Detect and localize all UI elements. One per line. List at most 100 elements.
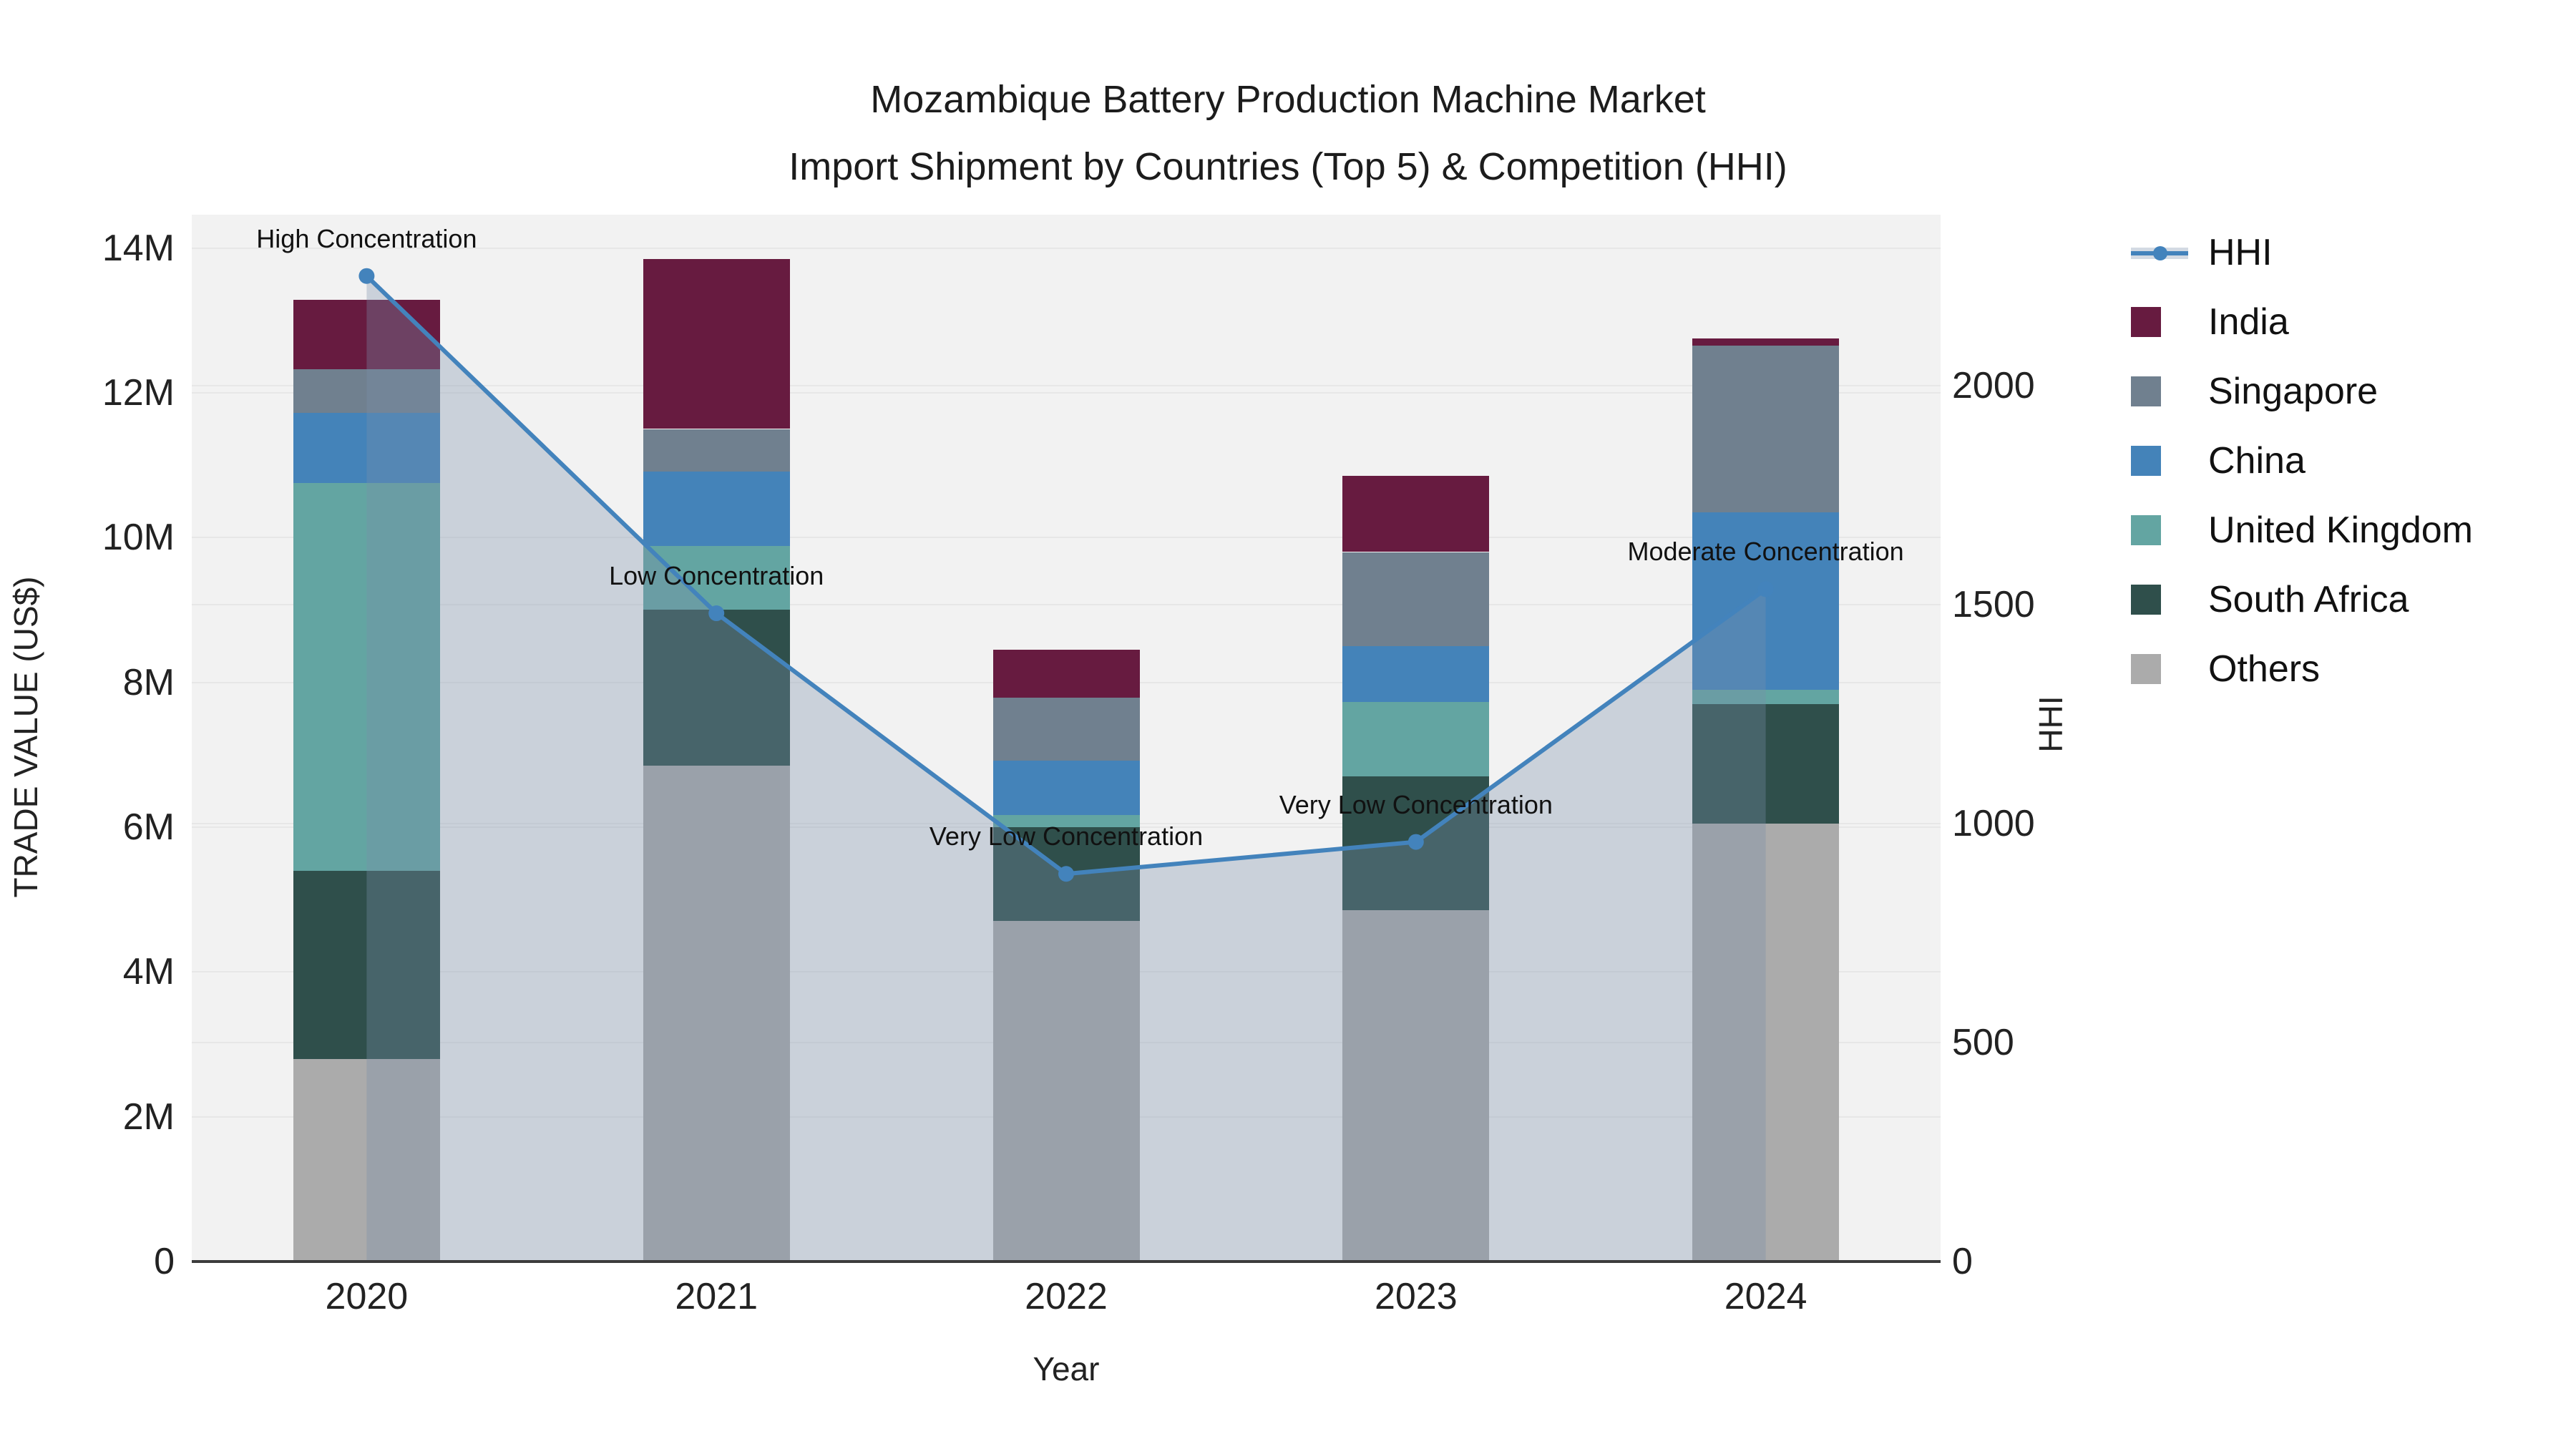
hhi-marker-2024 bbox=[1757, 581, 1774, 597]
x-tick-2022: 2022 bbox=[1025, 1276, 1108, 1317]
y-tick-right-1000: 1000 bbox=[1952, 802, 2035, 844]
x-tick-2020: 2020 bbox=[325, 1276, 409, 1317]
hhi-overlay bbox=[358, 268, 1774, 1262]
annotation-2023: Very Low Concentration bbox=[1279, 789, 1553, 819]
hhi-marker-2023 bbox=[1407, 834, 1424, 850]
y-tick-right-0: 0 bbox=[1952, 1241, 1973, 1282]
bar-segment-2021-china bbox=[643, 472, 790, 547]
annotation-2021: Low Concentration bbox=[609, 561, 824, 591]
bar-segment-2023-united-kingdom bbox=[1342, 701, 1490, 777]
bar-segment-2024-others bbox=[1692, 823, 1840, 1262]
y-tick-right-1500: 1500 bbox=[1952, 583, 2035, 625]
hhi-marker-2021 bbox=[708, 605, 725, 622]
bar-segment-2021-south-africa bbox=[643, 610, 790, 766]
y-tick-right-500: 500 bbox=[1952, 1021, 2014, 1063]
x-axis-line bbox=[192, 1260, 1941, 1263]
legend-glyph-south-africa bbox=[2131, 584, 2188, 615]
bar-segment-2024-india bbox=[1692, 338, 1840, 346]
chart-title-line1: Mozambique Battery Production Machine Ma… bbox=[870, 78, 1706, 121]
y-tick-left-12M: 12M bbox=[102, 371, 175, 414]
gridline-trade-14 bbox=[192, 247, 1941, 249]
y-tick-left-14M: 14M bbox=[102, 227, 175, 269]
bar-segment-2024-south-africa bbox=[1692, 703, 1840, 824]
bar-segment-2022-singapore bbox=[992, 697, 1140, 761]
bar-segment-2021-others bbox=[643, 765, 790, 1262]
bar-segment-2023-singapore bbox=[1342, 552, 1490, 647]
bar-segment-2022-others bbox=[992, 921, 1140, 1262]
bar-segment-2020-others bbox=[293, 1058, 440, 1262]
legend-glyph-others bbox=[2131, 653, 2188, 684]
y-tick-left-8M: 8M bbox=[122, 661, 175, 703]
hhi-marker-2020 bbox=[358, 268, 375, 284]
bar-segment-2021-singapore bbox=[643, 429, 790, 472]
legend-label: South Africa bbox=[2208, 578, 2409, 620]
plot-area: High Concentration Low Concentration Very … bbox=[192, 215, 1941, 1263]
legend-swatch-china bbox=[2131, 445, 2161, 476]
legend-label: Others bbox=[2208, 648, 2321, 690]
chart-title: Mozambique Battery Production Machine Ma… bbox=[0, 66, 2576, 200]
x-tick-2023: 2023 bbox=[1374, 1276, 1458, 1317]
legend-swatch-south-africa bbox=[2131, 584, 2161, 615]
y-axis-title-right: HHI bbox=[2032, 696, 2069, 753]
bar-segment-2021-india bbox=[643, 258, 790, 429]
gridline-trade-10 bbox=[192, 537, 1941, 539]
legend-item-singapore: Singapore bbox=[2131, 356, 2473, 426]
bar-segment-2020-india bbox=[293, 300, 440, 369]
legend-label: United Kingdom bbox=[2208, 509, 2473, 551]
legend-item-united-kingdom: United Kingdom bbox=[2131, 495, 2473, 565]
x-tick-2021: 2021 bbox=[675, 1276, 758, 1317]
legend-item-south-africa: South Africa bbox=[2131, 565, 2473, 634]
legend-swatch-india bbox=[2131, 306, 2161, 337]
y-tick-left-10M: 10M bbox=[102, 517, 175, 559]
bar-segment-2021-united-kingdom bbox=[643, 546, 790, 610]
legend-swatch-united-kingdom bbox=[2131, 514, 2161, 545]
bar-segment-2022-india bbox=[992, 650, 1140, 698]
bar-segment-2020-singapore bbox=[293, 369, 440, 414]
y-tick-left-4M: 4M bbox=[122, 951, 175, 993]
bar-segment-2023-china bbox=[1342, 646, 1490, 702]
y-tick-left-2M: 2M bbox=[122, 1096, 175, 1138]
annotation-2024: Moderate Concentration bbox=[1627, 537, 1904, 567]
bar-segment-2024-united-kingdom bbox=[1692, 689, 1840, 704]
gridline-hhi-2000 bbox=[192, 384, 1941, 386]
bar-segment-2020-united-kingdom bbox=[293, 483, 440, 871]
legend-label: Singapore bbox=[2208, 370, 2379, 412]
legend-item-hhi: HHI bbox=[2131, 218, 2473, 287]
bar-segment-2022-china bbox=[992, 760, 1140, 815]
x-axis-title: Year bbox=[1033, 1350, 1100, 1387]
bar-segment-2023-others bbox=[1342, 910, 1490, 1262]
y-axis-title-left: TRADE VALUE (US$) bbox=[7, 576, 44, 898]
legend-hhi-dot bbox=[2153, 245, 2167, 260]
bar-segment-2020-china bbox=[293, 413, 440, 484]
legend-item-others: Others bbox=[2131, 634, 2473, 703]
gridline-hhi-1500 bbox=[192, 603, 1941, 605]
annotation-2020: High Concentration bbox=[256, 223, 477, 253]
legend: HHI India Singapore China United Kingdom Sout… bbox=[2131, 218, 2473, 703]
legend-item-india: India bbox=[2131, 287, 2473, 356]
legend-glyph-china bbox=[2131, 445, 2188, 476]
hhi-area-fill bbox=[366, 275, 1766, 1262]
bar-segment-2022-united-kingdom bbox=[992, 814, 1140, 827]
x-tick-2024: 2024 bbox=[1724, 1276, 1807, 1317]
y-tick-right-2000: 2000 bbox=[1952, 364, 2035, 406]
annotation-2022: Very Low Concentration bbox=[929, 821, 1204, 852]
bar-segment-2024-singapore bbox=[1692, 346, 1840, 512]
legend-swatch-others bbox=[2131, 653, 2161, 684]
legend-label: China bbox=[2208, 439, 2306, 482]
legend-glyph-singapore bbox=[2131, 376, 2188, 406]
chart-title-line2: Import Shipment by Countries (Top 5) & C… bbox=[789, 145, 1787, 188]
legend-label: India bbox=[2208, 301, 2289, 343]
legend-glyph-india bbox=[2131, 306, 2188, 337]
y-tick-left-6M: 6M bbox=[122, 806, 175, 848]
gridline-trade-12 bbox=[192, 391, 1941, 394]
hhi-marker-2022 bbox=[1058, 866, 1074, 882]
legend-swatch-singapore bbox=[2131, 376, 2161, 406]
bar-segment-2024-china bbox=[1692, 512, 1840, 690]
legend-item-china: China bbox=[2131, 426, 2473, 495]
bar-segment-2023-india bbox=[1342, 476, 1490, 552]
legend-hhi-line-icon bbox=[2131, 238, 2188, 268]
bar-segment-2020-south-africa bbox=[293, 870, 440, 1059]
legend-label: HHI bbox=[2208, 231, 2273, 273]
legend-glyph-united-kingdom bbox=[2131, 514, 2188, 545]
